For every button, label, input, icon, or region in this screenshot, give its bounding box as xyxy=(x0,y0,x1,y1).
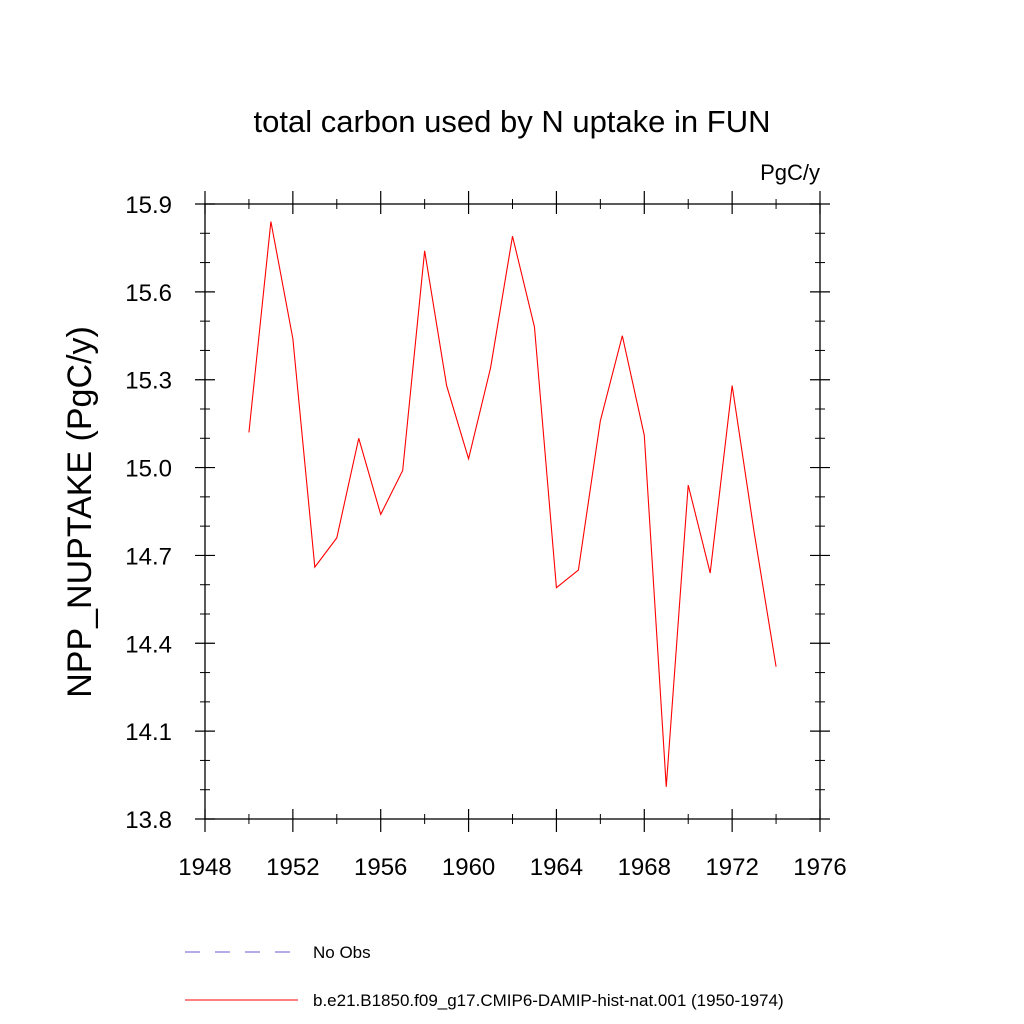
x-tick-label: 1972 xyxy=(705,854,758,881)
legend-label: No Obs xyxy=(313,943,371,962)
units-label: PgC/y xyxy=(760,160,820,185)
series-line xyxy=(248,221,777,787)
y-tick-label: 13.8 xyxy=(125,807,172,834)
y-tick-label: 14.7 xyxy=(125,543,172,570)
x-tick-label: 1952 xyxy=(266,854,319,881)
y-tick-label: 15.6 xyxy=(125,280,172,307)
y-tick-label: 14.1 xyxy=(125,719,172,746)
y-axis: 13.8 14.1 14.4 14.7 15.0 15.3 15.6 15.9 xyxy=(125,192,830,834)
y-tick-label: 15.9 xyxy=(125,192,172,219)
series-layer xyxy=(248,221,777,787)
x-tick-label: 1960 xyxy=(442,854,495,881)
x-axis: 1948 1952 1956 1960 1964 1968 1972 1976 xyxy=(178,191,847,881)
y-tick-label: 14.4 xyxy=(125,631,172,658)
legend: No Obs b.e21.B1850.f09_g17.CMIP6-DAMIP-hi… xyxy=(185,943,784,1010)
y-axis-title: NPP_NUPTAKE (PgC/y) xyxy=(61,326,99,698)
plot-frame xyxy=(204,203,821,820)
x-tick-label: 1948 xyxy=(178,854,231,881)
x-tick-label: 1956 xyxy=(354,854,407,881)
y-tick-label: 15.0 xyxy=(125,456,172,483)
chart-title: total carbon used by N uptake in FUN xyxy=(254,104,771,139)
x-tick-label: 1964 xyxy=(530,854,583,881)
y-tick-label: 15.3 xyxy=(125,368,172,395)
legend-label: b.e21.B1850.f09_g17.CMIP6-DAMIP-hist-nat… xyxy=(313,991,784,1010)
x-tick-label: 1968 xyxy=(618,854,671,881)
x-tick-label: 1976 xyxy=(793,854,846,881)
